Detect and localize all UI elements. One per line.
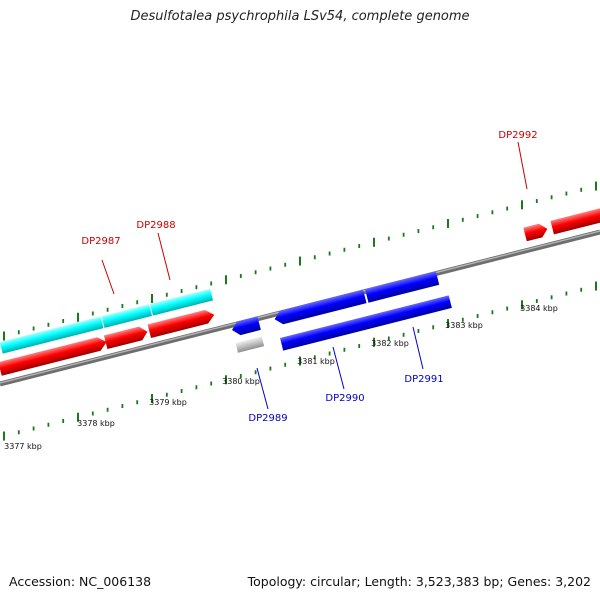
- forward-gene: [103, 326, 148, 350]
- map-title: Desulfotalea psychrophila LSv54, complet…: [130, 9, 470, 24]
- reverse-gene-track-lower: [280, 295, 452, 351]
- reverse-gene: [280, 295, 452, 351]
- upper-tick-row: [3, 181, 597, 341]
- reverse-gene: [274, 289, 367, 325]
- accession-text: Accession: NC_006138: [9, 574, 152, 589]
- forward-gene: [0, 337, 107, 376]
- unknown-gene: [235, 336, 265, 353]
- forward-gene: [147, 309, 215, 339]
- scale-label: 3379 kbp: [149, 398, 187, 407]
- scale-label: 3380 kbp: [222, 377, 260, 386]
- genome-summary-text: Topology: circular; Length: 3,523,383 bp…: [247, 574, 591, 589]
- scale-label: 3382 kbp: [371, 339, 409, 348]
- gene-label-reverse: DP2989: [248, 413, 287, 424]
- scale-label: 3377 kbp: [4, 442, 42, 451]
- scale-label: 3381 kbp: [297, 357, 335, 366]
- reverse-gene: [365, 271, 440, 303]
- scale-label: 3384 kbp: [520, 304, 558, 313]
- reverse-gene-track: [232, 271, 440, 336]
- gene-label-reverse: DP2991: [404, 374, 443, 385]
- gene-label-forward: DP2988: [136, 220, 175, 231]
- label-leaders: [101, 141, 528, 410]
- gene-label-forward: DP2992: [498, 130, 537, 141]
- highlight-band: [0, 288, 214, 354]
- forward-gene-track-right: [523, 206, 600, 242]
- forward-gene: [523, 223, 548, 242]
- gene-label-reverse: DP2990: [325, 393, 364, 404]
- scale-label: 3383 kbp: [445, 321, 483, 330]
- gene-label-forward: DP2987: [81, 236, 120, 247]
- forward-gene-track: [0, 309, 215, 376]
- reverse-gene: [232, 316, 261, 336]
- scale-label: 3378 kbp: [77, 419, 115, 428]
- lower-tick-row: [3, 281, 597, 441]
- forward-gene: [550, 206, 600, 235]
